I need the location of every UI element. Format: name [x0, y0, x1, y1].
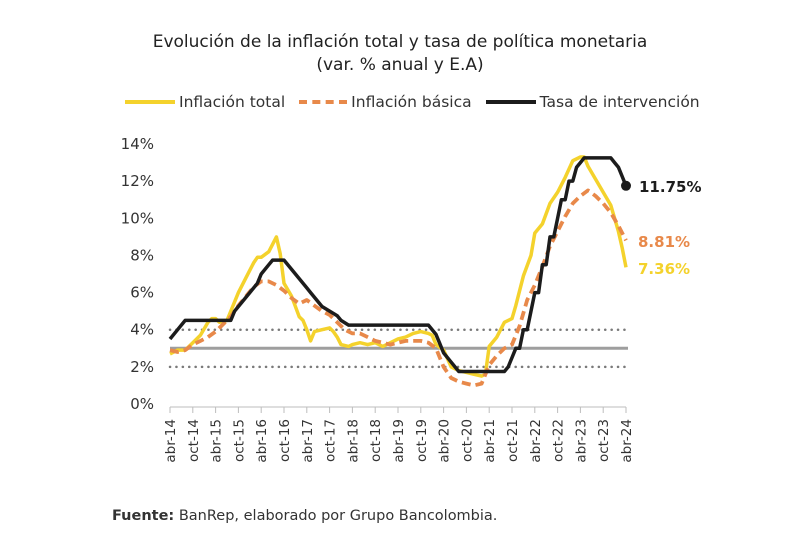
x-tick-label: abr-20 [437, 419, 453, 463]
y-tick-label: 12% [121, 172, 154, 190]
end-label-inflacion-total: 7.36% [638, 260, 690, 278]
x-tick-label: abr-22 [528, 419, 544, 463]
x-tick-label: oct-19 [414, 419, 430, 462]
x-tick-label: oct-23 [596, 419, 612, 462]
y-tick-label: 14% [121, 135, 154, 153]
y-tick-label: 8% [130, 246, 154, 264]
y-tick-label: 6% [130, 284, 154, 302]
chart-subtitle: (var. % anual y E.A) [316, 55, 484, 75]
x-tick-label: oct-15 [231, 419, 247, 462]
x-tick-label: abr-21 [482, 419, 498, 463]
x-tick-label: abr-15 [209, 419, 225, 463]
y-tick-label: 2% [130, 358, 154, 376]
x-tick-label: abr-18 [345, 419, 361, 463]
y-tick-label: 10% [121, 209, 154, 227]
legend-label: Tasa de intervención [539, 93, 700, 111]
x-tick-label: abr-16 [254, 419, 270, 463]
legend-label: Inflación total [179, 93, 286, 111]
x-tick-label: oct-16 [277, 419, 293, 462]
y-tick-label: 0% [130, 395, 154, 413]
end-label-tasa-intervencion: 11.75% [639, 178, 701, 196]
legend-swatch-inflacion-total [125, 100, 175, 104]
legend-label: Inflación básica [351, 93, 472, 111]
x-tick-label: oct-20 [459, 419, 475, 462]
x-tick-label: abr-14 [163, 419, 179, 463]
x-tick-label: oct-22 [551, 419, 567, 462]
y-tick-label: 4% [130, 321, 154, 339]
end-marker-tasa [621, 180, 631, 191]
legend-item-tasa-intervencion: Tasa de intervención [485, 93, 700, 111]
source-note: Fuente: BanRep, elaborado por Grupo Banc… [112, 508, 497, 524]
legend-item-inflacion-total: Inflación total [125, 93, 285, 111]
legend-item-inflacion-basica: Inflación básica [299, 93, 472, 111]
x-tick-label: abr-23 [573, 419, 589, 463]
x-tick-label: abr-19 [391, 419, 407, 463]
x-tick-label: oct-14 [186, 419, 202, 462]
end-label-inflacion-basica: 8.81% [638, 233, 690, 251]
series-line-tasa-de-intervencion [168, 156, 628, 374]
legend-swatch-tasa-intervencion [485, 100, 536, 104]
source-label: Fuente: [112, 508, 175, 524]
x-tick-label: abr-17 [300, 419, 316, 463]
legend-swatch-inflacion-basica [299, 100, 348, 104]
x-tick-label: oct-17 [323, 419, 339, 462]
chart-title: Evolución de la inflación total y tasa d… [152, 32, 648, 52]
x-tick-label: abr-24 [619, 419, 635, 463]
x-tick-label: oct-18 [368, 419, 384, 462]
series-line-inflacion-total [169, 155, 628, 378]
x-tick-label: oct-21 [505, 419, 521, 462]
source-text: BanRep, elaborado por Grupo Bancolombia. [174, 508, 498, 524]
legend: Inflación total Inflación básica Tasa de… [125, 93, 714, 111]
